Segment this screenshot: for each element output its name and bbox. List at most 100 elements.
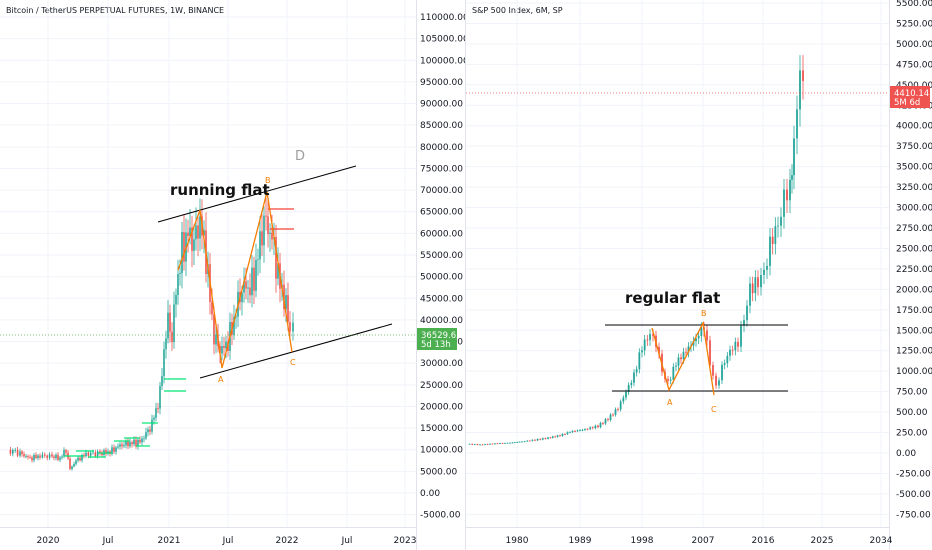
spx-candle-body bbox=[680, 357, 682, 360]
spx-candle-body bbox=[760, 274, 762, 288]
spx-candle-body bbox=[602, 423, 604, 424]
btc-y-tick-label: 55000.00 bbox=[420, 251, 463, 261]
btc-candle-body bbox=[35, 454, 37, 459]
spx-price-axis[interactable]: 5500.005250.005000.004750.004500.004250.… bbox=[890, 0, 932, 520]
spx-candle-body bbox=[604, 419, 607, 424]
btc-candle-body bbox=[253, 267, 255, 291]
spx-candle-body bbox=[774, 226, 777, 244]
spx-candle-body bbox=[706, 330, 708, 341]
spx-candle-body bbox=[526, 440, 529, 442]
spx-candle-body bbox=[677, 357, 680, 366]
btc-y-tick-label: 0.00 bbox=[420, 489, 440, 499]
spx-candle-body bbox=[669, 379, 672, 381]
btc-panel: Bitcoin / TetherUS PERPETUAL FUTURES, 1W… bbox=[0, 0, 469, 550]
btc-y-tick-label: 10000.00 bbox=[420, 446, 463, 456]
btc-candle-body bbox=[177, 273, 179, 296]
spx-candle-body bbox=[723, 363, 726, 365]
btc-candle-body bbox=[19, 451, 21, 456]
spx-candle-body bbox=[569, 432, 571, 433]
spx-candle-body bbox=[658, 346, 660, 354]
spx-candle-body bbox=[685, 351, 687, 353]
spx-candle-body bbox=[536, 438, 539, 441]
btc-candle-body bbox=[165, 338, 167, 350]
btc-candle-body bbox=[139, 439, 141, 443]
spx-y-tick-label: 250.00 bbox=[896, 429, 928, 439]
spx-candle-body bbox=[518, 441, 521, 443]
btc-candle-body bbox=[247, 287, 249, 289]
btc-candle-body bbox=[191, 227, 193, 251]
spx-x-tick-label: 1980 bbox=[506, 536, 529, 546]
btc-candle-body bbox=[143, 438, 145, 440]
spx-candle-body bbox=[754, 277, 757, 294]
btc-candle-body bbox=[57, 454, 59, 460]
spx-y-tick-label: 3750.00 bbox=[896, 142, 932, 152]
spx-y-tick-label: 2000.00 bbox=[896, 285, 932, 295]
btc-candle-body bbox=[77, 457, 79, 461]
btc-candle-body bbox=[221, 346, 223, 354]
btc-candle-body bbox=[233, 317, 235, 335]
btc-candle-body bbox=[255, 260, 257, 291]
btc-candle-body bbox=[187, 232, 189, 237]
spx-candle-body bbox=[715, 375, 717, 386]
spx-candle-body bbox=[731, 349, 734, 351]
btc-y-tick-label: 45000.00 bbox=[420, 294, 463, 304]
spx-candle-body bbox=[612, 414, 614, 416]
btc-candle-body bbox=[245, 281, 247, 289]
btc-y-tick-label: -5000.00 bbox=[420, 511, 461, 521]
btc-wave-c-label: C bbox=[290, 358, 296, 367]
spx-y-tick-label: 750.00 bbox=[896, 388, 928, 398]
spx-candle-body bbox=[539, 438, 542, 440]
spx-y-tick-label: 1000.00 bbox=[896, 367, 932, 377]
spx-candle-body bbox=[479, 444, 481, 446]
spx-candle-body bbox=[486, 444, 489, 445]
btc-candle-body bbox=[285, 295, 287, 309]
spx-y-tick-label: 3500.00 bbox=[896, 163, 932, 173]
btc-grid bbox=[0, 0, 416, 527]
spx-candle-body bbox=[531, 439, 534, 441]
spx-candle-body bbox=[599, 423, 602, 428]
btc-candle-body bbox=[9, 449, 12, 454]
spx-candle-body bbox=[549, 437, 552, 439]
spx-y-tick-label: 2750.00 bbox=[896, 224, 932, 234]
btc-y-tick-label: 70000.00 bbox=[420, 186, 463, 196]
spx-candle-body bbox=[607, 419, 609, 420]
spx-time-axis[interactable]: 1980 1989 1998 2007 2016 2025 2034 bbox=[506, 536, 893, 546]
btc-upper-channel-line bbox=[157, 165, 357, 223]
btc-y-tick-label: 100000.00 bbox=[420, 56, 469, 66]
spx-y-tick-label: 2500.00 bbox=[896, 244, 932, 254]
spx-candle-body bbox=[638, 352, 641, 370]
spx-candle-body bbox=[544, 438, 547, 439]
btc-candle-body bbox=[161, 376, 163, 387]
spx-candle-body bbox=[513, 442, 516, 444]
btc-x-tick-label: Jul bbox=[102, 536, 114, 546]
spx-grid bbox=[466, 0, 889, 527]
btc-candle-body bbox=[65, 450, 67, 453]
btc-time-axis[interactable]: 2020 Jul 2021 Jul 2022 Jul 2023 bbox=[37, 536, 417, 546]
spx-candle-body bbox=[617, 409, 619, 411]
btc-candle-body bbox=[12, 450, 14, 454]
btc-candle-body bbox=[157, 408, 159, 410]
btc-candle-body bbox=[101, 453, 103, 456]
spx-candle-body bbox=[627, 385, 630, 392]
btc-price-axis[interactable]: 110000.00 105000.00 100000.00 95000.00 90000… bbox=[417, 13, 469, 521]
btc-candle-body bbox=[81, 455, 83, 461]
spx-y-tick-label: 1750.00 bbox=[896, 306, 932, 316]
spx-candle-body bbox=[589, 427, 592, 430]
btc-y-tick-label: 105000.00 bbox=[420, 35, 469, 45]
btc-candle-body bbox=[53, 456, 55, 459]
spx-candle-body bbox=[581, 429, 584, 431]
spx-candle-body bbox=[622, 397, 625, 402]
btc-candle-body bbox=[105, 450, 107, 454]
btc-y-tick-label: 95000.00 bbox=[420, 78, 463, 88]
spx-candle-body bbox=[802, 70, 804, 81]
spx-x-tick-label: 2016 bbox=[752, 536, 775, 546]
spx-candle-body bbox=[504, 443, 506, 444]
btc-y-tick-label: 90000.00 bbox=[420, 100, 463, 110]
spx-candle-body bbox=[682, 351, 685, 360]
btc-candle-body bbox=[75, 460, 77, 464]
spx-candle-body bbox=[494, 443, 496, 445]
btc-candle-body bbox=[203, 230, 205, 236]
btc-candle-body bbox=[96, 451, 99, 457]
spx-plot-area[interactable] bbox=[466, 0, 889, 527]
